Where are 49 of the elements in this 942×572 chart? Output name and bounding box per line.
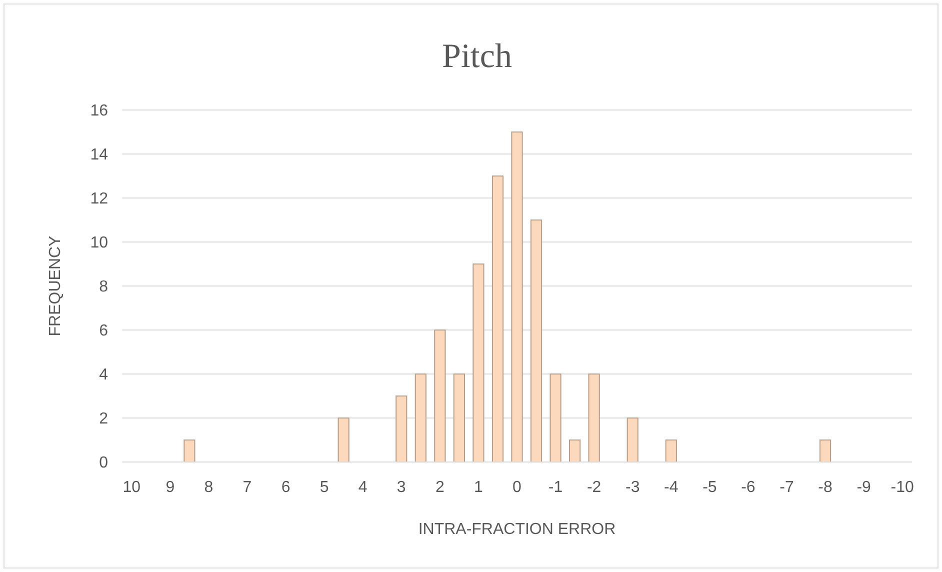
y-tick-label: 0 [99, 454, 108, 472]
bar [492, 176, 504, 462]
x-tick-label: 2 [435, 479, 444, 496]
bar [665, 440, 677, 462]
y-tick-label: 6 [99, 322, 108, 340]
x-tick-label: 8 [204, 479, 214, 496]
y-tick-label: 10 [90, 234, 108, 252]
bar [338, 418, 350, 462]
x-tick-label: 9 [166, 479, 175, 496]
bar [511, 132, 523, 462]
bar [396, 396, 408, 462]
x-tick-label: 0 [512, 479, 522, 496]
x-tick-label: 1 [474, 479, 484, 496]
x-tick-label: -7 [780, 479, 794, 496]
x-tick-label: 3 [396, 479, 406, 496]
chart-title: Pitch [442, 38, 512, 75]
bar [414, 374, 426, 462]
x-tick-label: -9 [856, 479, 872, 496]
x-tick-label: -1 [548, 479, 563, 496]
y-axis-title: FREQUENCY [47, 235, 64, 336]
bar [819, 440, 832, 462]
bar [569, 440, 581, 462]
x-tick-label: -5 [702, 479, 717, 496]
bar [184, 440, 196, 462]
y-tick-label: 8 [99, 278, 108, 296]
x-tick-label: -6 [741, 479, 756, 496]
bar [626, 418, 638, 462]
x-tick-label: -3 [625, 479, 640, 496]
x-tick-label: 7 [242, 479, 252, 496]
bar [550, 374, 562, 462]
bar [472, 264, 484, 462]
x-tick-label: -4 [664, 479, 678, 496]
x-axis-title: INTRA-FRACTION ERROR [418, 521, 616, 538]
x-tick-label: 6 [281, 479, 290, 496]
bar [434, 330, 446, 462]
y-tick-label: 16 [90, 102, 108, 120]
y-tick-label: 14 [90, 146, 108, 164]
bar [530, 220, 542, 462]
y-tick-label: 4 [99, 366, 108, 384]
x-tick-label: -10 [890, 479, 914, 496]
x-tick-label: -8 [818, 479, 833, 496]
x-tick-label: 4 [358, 479, 368, 496]
y-tick-label: 2 [99, 410, 108, 428]
bar [453, 374, 465, 462]
x-tick-label: -2 [586, 479, 602, 496]
bar [588, 374, 600, 462]
y-tick-label: 12 [90, 190, 108, 208]
x-tick-label: 5 [320, 479, 329, 496]
x-tick-label: 10 [122, 479, 141, 496]
